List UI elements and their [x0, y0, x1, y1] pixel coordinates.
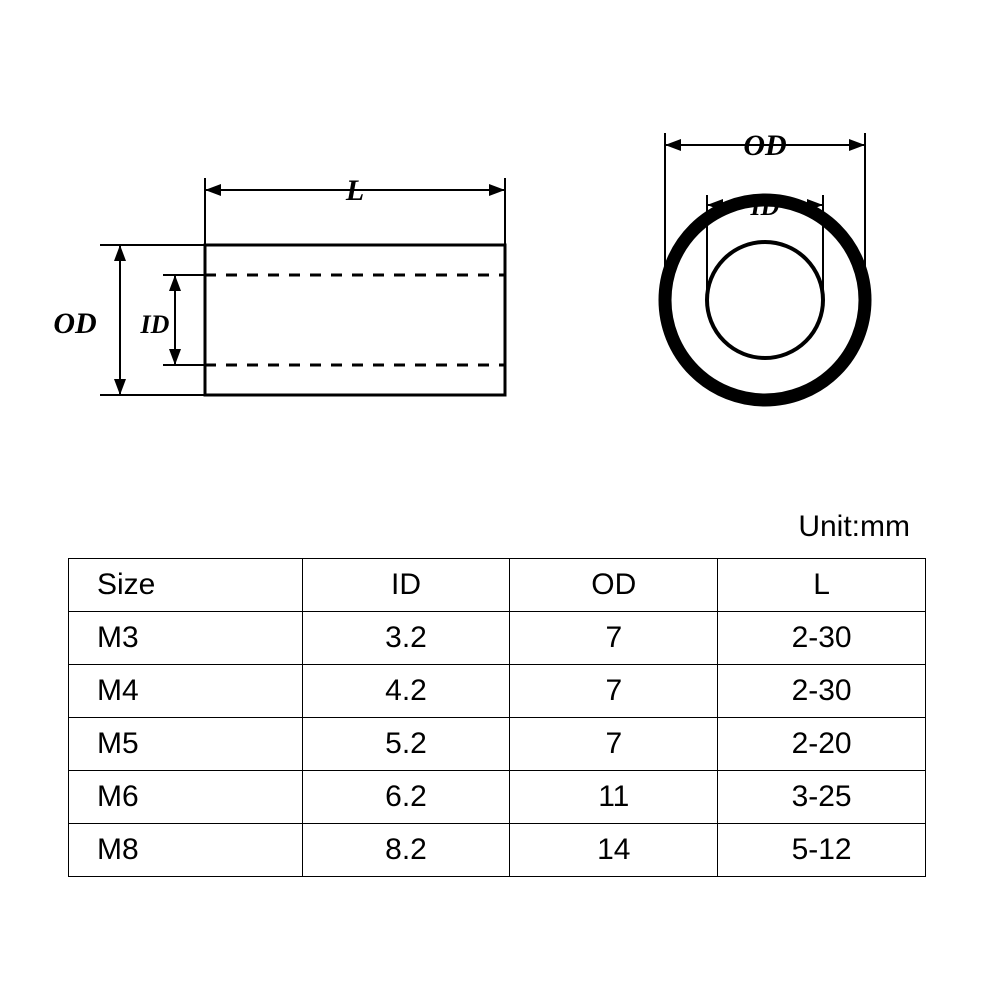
table-cell: 8.2: [302, 824, 510, 877]
table-cell: 7: [510, 612, 718, 665]
table-row: M44.272-30: [69, 665, 926, 718]
table-cell: M8: [69, 824, 303, 877]
spec-table-wrap: SizeIDODL M33.272-30M44.272-30M55.272-20…: [68, 558, 926, 877]
table-cell: M6: [69, 771, 303, 824]
spec-table: SizeIDODL M33.272-30M44.272-30M55.272-20…: [68, 558, 926, 877]
table-cell: 2-20: [718, 718, 926, 771]
table-cell: 14: [510, 824, 718, 877]
table-cell: 11: [510, 771, 718, 824]
svg-text:ID: ID: [750, 192, 780, 221]
table-header-cell: OD: [510, 559, 718, 612]
page-root: LODIDODID Unit:mm SizeIDODL M33.272-30M4…: [0, 0, 1000, 1000]
svg-text:OD: OD: [743, 129, 786, 162]
table-cell: M5: [69, 718, 303, 771]
dimension-diagram: L OD ID OD ID: [0, 0, 1000, 500]
table-header-cell: ID: [302, 559, 510, 612]
table-header-cell: Size: [69, 559, 303, 612]
table-cell: 3.2: [302, 612, 510, 665]
table-cell: 5.2: [302, 718, 510, 771]
table-cell: M4: [69, 665, 303, 718]
svg-text:OD: OD: [53, 307, 96, 340]
table-row: M33.272-30: [69, 612, 926, 665]
table-cell: 6.2: [302, 771, 510, 824]
table-cell: 3-25: [718, 771, 926, 824]
unit-label: Unit:mm: [798, 510, 910, 544]
table-row: M66.2113-25: [69, 771, 926, 824]
table-cell: 7: [510, 665, 718, 718]
table-cell: 2-30: [718, 665, 926, 718]
table-row: M88.2145-12: [69, 824, 926, 877]
table-cell: 7: [510, 718, 718, 771]
table-body: M33.272-30M44.272-30M55.272-20M66.2113-2…: [69, 612, 926, 877]
table-cell: 2-30: [718, 612, 926, 665]
table-cell: M3: [69, 612, 303, 665]
table-cell: 4.2: [302, 665, 510, 718]
table-cell: 5-12: [718, 824, 926, 877]
table-row: M55.272-20: [69, 718, 926, 771]
svg-text:L: L: [345, 174, 364, 207]
svg-text:ID: ID: [140, 310, 170, 339]
table-header-row: SizeIDODL: [69, 559, 926, 612]
diagram-area: L OD ID OD ID: [0, 0, 1000, 500]
table-header-cell: L: [718, 559, 926, 612]
